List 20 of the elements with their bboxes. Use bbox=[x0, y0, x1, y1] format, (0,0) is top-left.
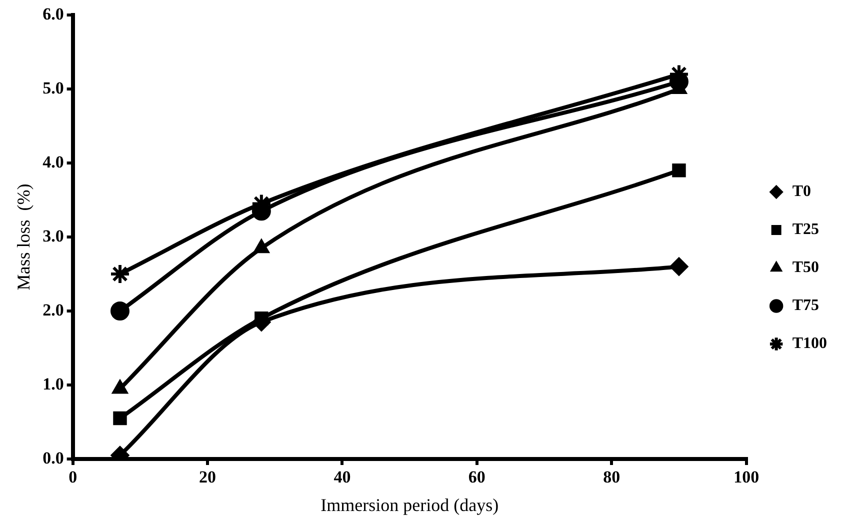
x-tick-label: 80 bbox=[603, 468, 620, 487]
x-tick-label: 100 bbox=[734, 468, 760, 487]
legend-label: T50 bbox=[792, 259, 819, 276]
y-tick-label: 2.0 bbox=[42, 300, 64, 320]
y-tick-label: 4.0 bbox=[42, 152, 64, 172]
legend-label: T0 bbox=[792, 183, 811, 200]
x-tick-label: 20 bbox=[199, 468, 216, 487]
y-tick-label: 1.0 bbox=[42, 374, 64, 394]
legend-label: T25 bbox=[792, 221, 819, 238]
x-axis-title: Immersion period (days) bbox=[320, 494, 499, 515]
x-tick-label: 60 bbox=[468, 468, 486, 487]
y-tick-label: 6.0 bbox=[42, 4, 64, 24]
y-axis-title: Mass loss (%) bbox=[14, 184, 34, 290]
x-tick-label: 0 bbox=[68, 468, 78, 487]
legend-label: T100 bbox=[792, 335, 827, 352]
x-tick-label: 40 bbox=[334, 468, 351, 487]
legend-label: T75 bbox=[792, 297, 819, 314]
y-tick-label: 3.0 bbox=[42, 226, 64, 246]
y-tick-label: 5.0 bbox=[42, 78, 64, 98]
y-tick-label: 0.0 bbox=[42, 448, 64, 468]
